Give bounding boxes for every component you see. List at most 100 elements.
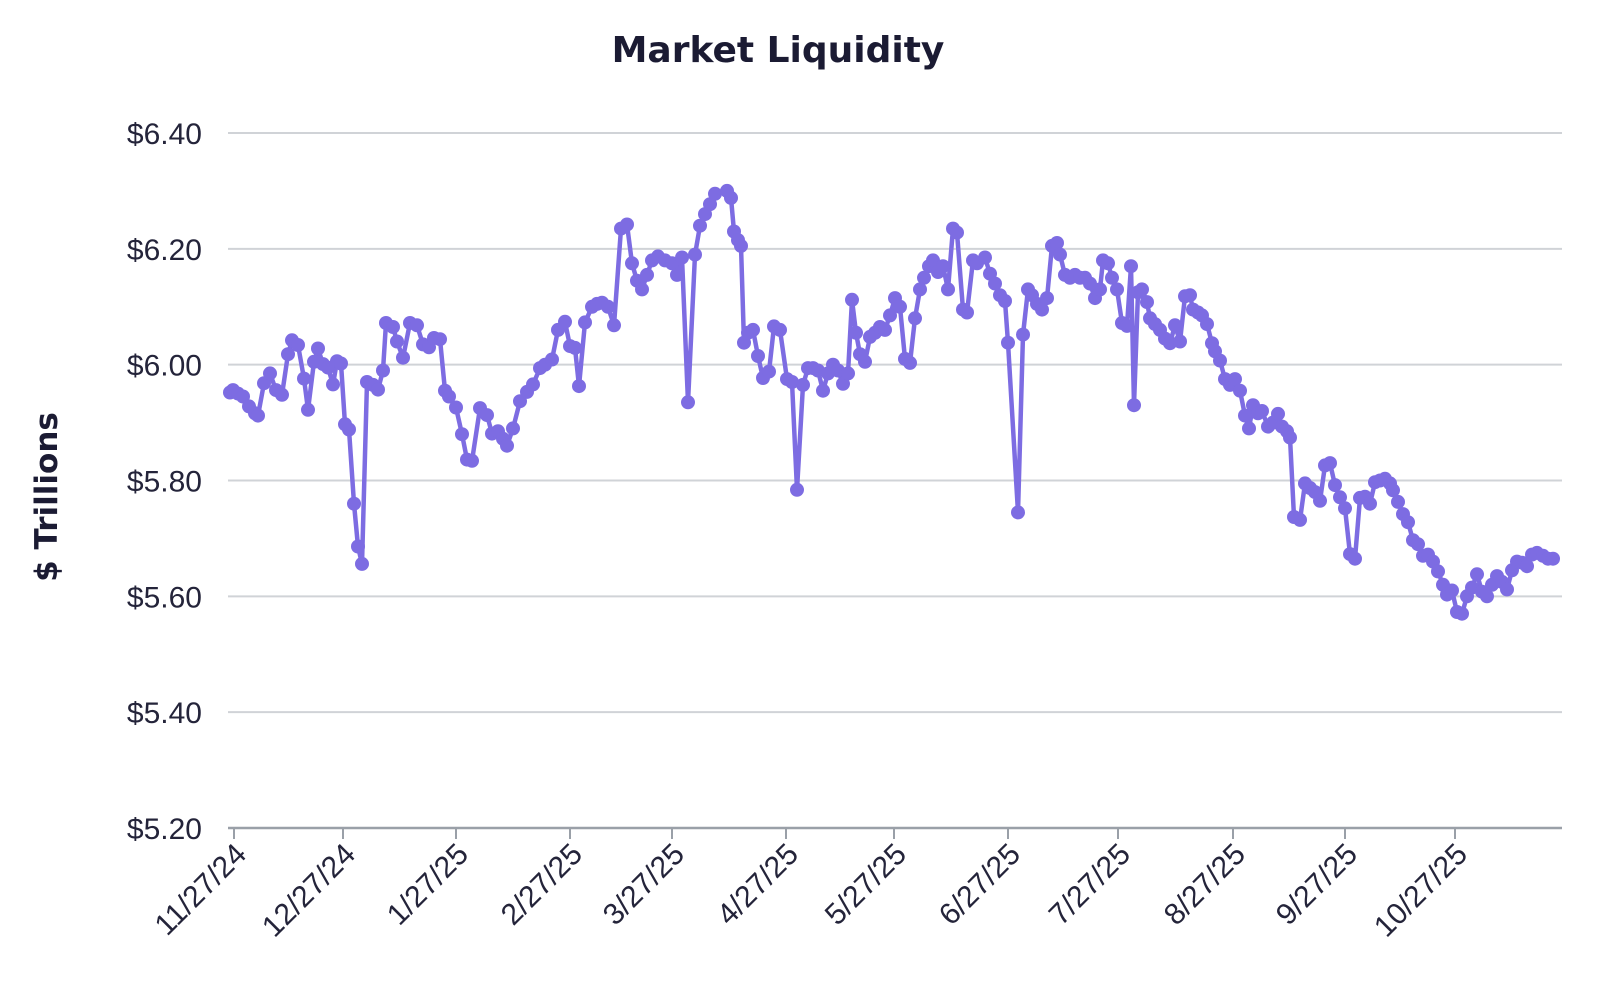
data-point-marker [849,325,863,340]
data-point-marker [326,377,340,392]
data-point-marker [342,422,356,437]
data-point-marker [465,453,479,468]
data-point-marker [301,402,315,417]
data-point-marker [1124,259,1138,274]
data-point-marker [773,322,787,337]
data-point-marker [1546,551,1560,566]
data-point-marker [1233,383,1247,398]
data-point-marker [675,250,689,265]
data-point-marker [688,247,702,262]
data-point-marker [908,311,922,326]
data-point-marker [1127,398,1141,413]
data-point-marker [1338,501,1352,516]
data-point-marker [1520,559,1534,574]
data-point-marker [1140,295,1154,310]
data-point-marker [1445,583,1459,598]
x-tick-label: 11/27/24 [149,838,253,942]
data-point-marker [841,366,855,381]
data-point-marker [845,292,859,307]
data-point-marker [578,315,592,330]
data-point-marker [708,186,722,201]
data-point-marker [917,270,931,285]
data-point-marker [836,376,850,391]
data-point-marker [1053,247,1067,262]
data-point-marker [950,225,964,240]
data-point-marker [1323,456,1337,471]
data-point-marker [635,282,649,297]
data-point-marker [1228,372,1242,387]
y-tick-label: $5.60 [127,581,202,614]
data-point-marker [1283,430,1297,445]
data-point-marker [390,334,404,349]
data-point-marker [751,349,765,363]
data-point-marker [640,267,654,282]
data-point-marker [681,395,695,410]
data-point-marker [1001,335,1015,350]
data-point-marker [941,282,955,297]
data-point-marker [724,190,738,205]
data-point-marker [1035,302,1049,317]
x-tick-label: 10/27/25 [1368,838,1474,944]
x-tick-label: 12/27/24 [256,838,362,944]
data-point-marker [1431,564,1445,579]
data-point-marker [1093,282,1107,297]
data-point-marker [386,320,400,334]
data-point-marker [1238,408,1252,423]
data-point-marker [1120,318,1134,333]
data-point-marker [1348,551,1362,566]
data-point-marker [913,282,927,297]
data-point-marker [988,276,1002,291]
data-point-marker [1101,256,1115,271]
data-point-marker [936,259,950,274]
data-point-marker [449,400,463,415]
data-point-marker [351,539,365,554]
data-point-marker [1200,317,1214,332]
data-point-marker [1255,404,1269,418]
x-tick-label: 7/27/25 [1043,838,1137,932]
data-point-marker [693,218,707,233]
y-tick-label: $6.20 [127,234,202,267]
data-point-marker [410,318,424,333]
data-point-marker [893,299,907,314]
data-point-marker [558,314,572,329]
data-point-marker [568,340,582,355]
data-point-marker [1183,288,1197,303]
data-point-marker [998,294,1012,308]
data-point-marker [978,250,992,265]
x-tick-label: 6/27/25 [933,838,1027,932]
data-point-marker [545,352,559,367]
data-point-marker [670,267,684,282]
data-point-marker [572,379,586,394]
data-point-marker [355,556,369,571]
data-point-marker [1363,496,1377,511]
data-point-marker [903,355,917,370]
data-point-marker [1105,270,1119,285]
data-point-marker [1135,282,1149,297]
data-point-marker [1386,483,1400,498]
data-point-marker [281,347,295,362]
data-point-marker [703,197,717,212]
data-point-marker [858,354,872,369]
data-point-marker [601,299,615,314]
data-point-marker [1168,318,1182,333]
x-tick-label: 4/27/25 [711,838,805,932]
data-point-marker [878,322,892,337]
data-point-marker [1411,537,1425,552]
x-tick-label: 3/27/25 [597,838,691,932]
data-point-marker [620,217,634,232]
chart-title: Market Liquidity [611,30,945,71]
data-point-marker [1391,494,1405,509]
y-tick-label: $5.80 [127,466,202,499]
data-point-marker [796,377,810,392]
data-point-marker [607,318,621,333]
data-point-marker [347,496,361,511]
data-point-marker [790,482,804,497]
data-point-marker [1173,334,1187,349]
data-point-marker [433,332,447,347]
data-point-marker [625,256,639,271]
data-point-marker [334,356,348,371]
x-tick-label: 2/27/25 [495,838,589,932]
data-point-marker [251,408,265,423]
